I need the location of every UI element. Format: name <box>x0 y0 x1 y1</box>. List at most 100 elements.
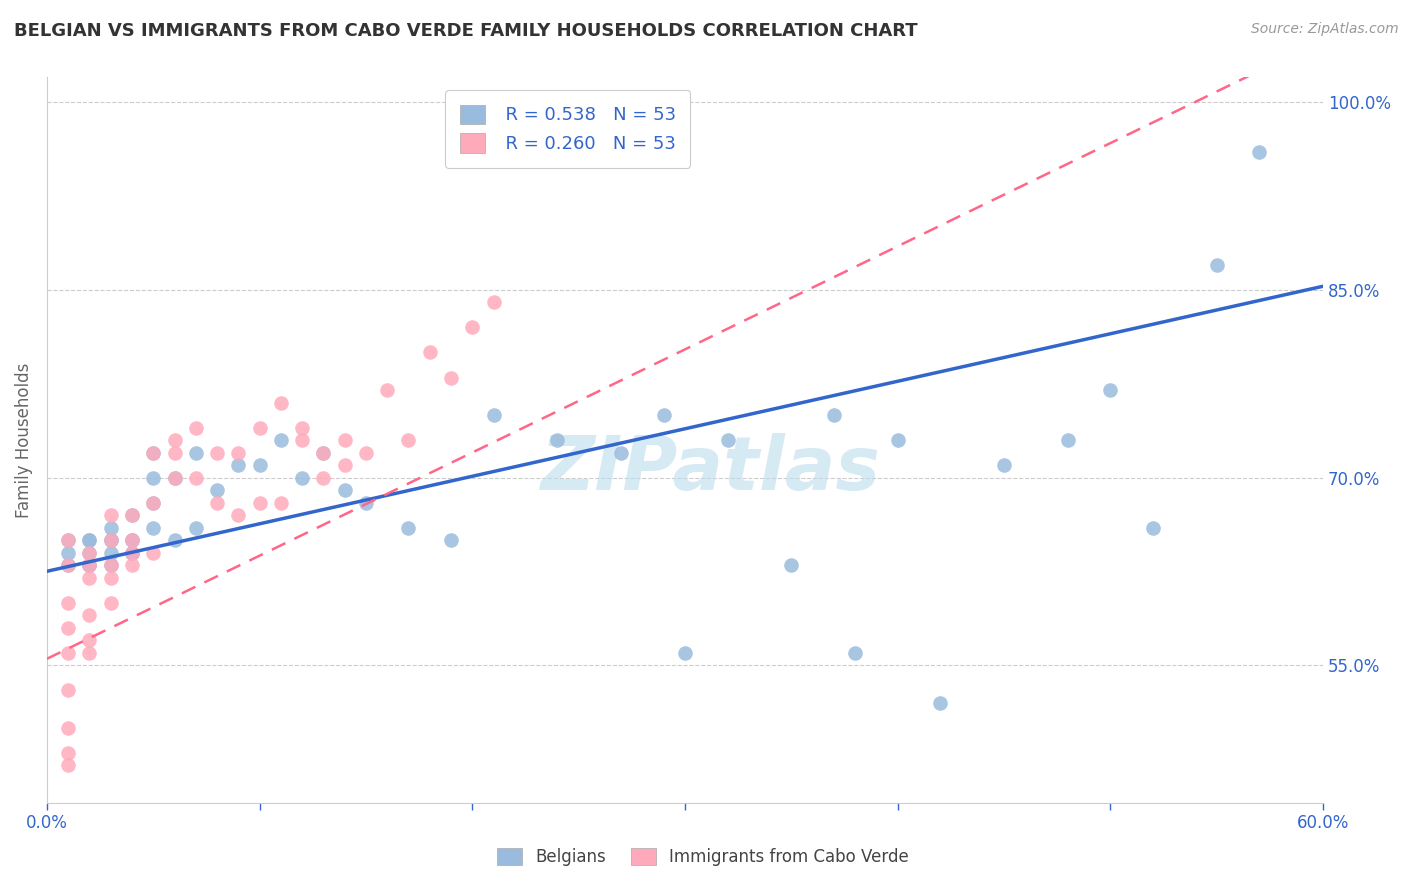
Point <box>546 433 568 447</box>
Point <box>419 345 441 359</box>
Point <box>56 533 79 547</box>
Point <box>716 433 738 447</box>
Point <box>56 758 79 772</box>
Point <box>100 533 122 547</box>
Point <box>249 495 271 509</box>
Point <box>228 445 250 459</box>
Point <box>1249 145 1271 160</box>
Point <box>184 445 207 459</box>
Text: Source: ZipAtlas.com: Source: ZipAtlas.com <box>1251 22 1399 37</box>
Point <box>333 433 356 447</box>
Point <box>673 646 696 660</box>
Point <box>312 445 335 459</box>
Point <box>461 320 484 334</box>
Point <box>121 545 143 559</box>
Point <box>440 370 463 384</box>
Point <box>1205 258 1227 272</box>
Point <box>780 558 803 572</box>
Point <box>844 646 866 660</box>
Point <box>375 383 398 397</box>
Point <box>610 445 633 459</box>
Point <box>100 545 122 559</box>
Point <box>79 570 101 584</box>
Point <box>354 445 377 459</box>
Point <box>228 508 250 522</box>
Text: BELGIAN VS IMMIGRANTS FROM CABO VERDE FAMILY HOUSEHOLDS CORRELATION CHART: BELGIAN VS IMMIGRANTS FROM CABO VERDE FA… <box>14 22 918 40</box>
Point <box>142 495 165 509</box>
Point <box>121 558 143 572</box>
Point <box>249 458 271 472</box>
Point <box>79 558 101 572</box>
Point <box>142 545 165 559</box>
Point <box>163 470 186 484</box>
Point <box>482 295 505 310</box>
Point <box>228 458 250 472</box>
Point <box>56 533 79 547</box>
Point <box>249 420 271 434</box>
Point <box>142 495 165 509</box>
Point <box>142 520 165 534</box>
Point <box>312 470 335 484</box>
Point <box>100 558 122 572</box>
Point <box>121 533 143 547</box>
Point <box>100 533 122 547</box>
Point <box>56 721 79 735</box>
Point <box>1142 520 1164 534</box>
Point <box>100 520 122 534</box>
Point <box>79 533 101 547</box>
Point <box>291 420 314 434</box>
Point <box>929 696 952 710</box>
Point <box>270 495 292 509</box>
Point <box>79 545 101 559</box>
Point <box>121 533 143 547</box>
Point <box>652 408 675 422</box>
Point <box>184 520 207 534</box>
Point <box>79 558 101 572</box>
Point <box>100 533 122 547</box>
Point <box>163 470 186 484</box>
Point <box>1099 383 1122 397</box>
Point <box>333 483 356 497</box>
Point <box>56 621 79 635</box>
Point <box>142 445 165 459</box>
Point <box>398 520 420 534</box>
Legend: Belgians, Immigrants from Cabo Verde: Belgians, Immigrants from Cabo Verde <box>488 840 918 875</box>
Legend:   R = 0.538   N = 53,   R = 0.260   N = 53: R = 0.538 N = 53, R = 0.260 N = 53 <box>446 90 690 168</box>
Point <box>79 646 101 660</box>
Point <box>79 633 101 648</box>
Point <box>121 545 143 559</box>
Point <box>270 395 292 409</box>
Point <box>100 508 122 522</box>
Point <box>440 533 463 547</box>
Point <box>121 545 143 559</box>
Point <box>291 433 314 447</box>
Point <box>163 533 186 547</box>
Point <box>205 483 228 497</box>
Point <box>121 533 143 547</box>
Point <box>354 495 377 509</box>
Point <box>100 558 122 572</box>
Point <box>79 545 101 559</box>
Point <box>56 646 79 660</box>
Point <box>333 458 356 472</box>
Point <box>142 445 165 459</box>
Point <box>56 558 79 572</box>
Point <box>398 433 420 447</box>
Point <box>56 746 79 760</box>
Point <box>163 445 186 459</box>
Point <box>79 533 101 547</box>
Point <box>184 420 207 434</box>
Point <box>121 508 143 522</box>
Point <box>79 558 101 572</box>
Point <box>312 445 335 459</box>
Point <box>56 545 79 559</box>
Point <box>100 596 122 610</box>
Point <box>823 408 845 422</box>
Text: ZIPatlas: ZIPatlas <box>540 433 880 506</box>
Point <box>482 408 505 422</box>
Point <box>205 495 228 509</box>
Point <box>291 470 314 484</box>
Point <box>142 470 165 484</box>
Point <box>163 433 186 447</box>
Point <box>121 508 143 522</box>
